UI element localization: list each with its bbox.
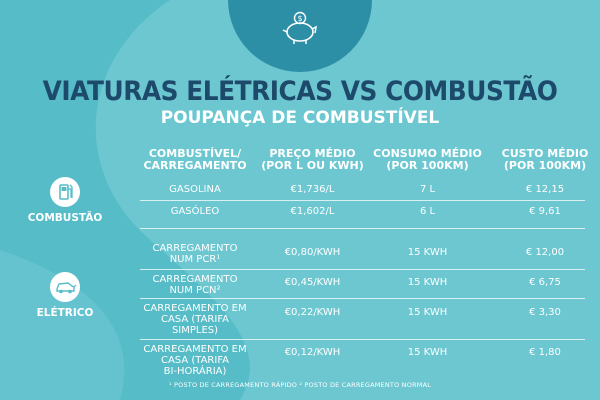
footnote: ¹ POSTO DE CARREGAMENTO RÁPIDO ² POSTO D… — [168, 381, 432, 389]
cost-cell: € 3,30 — [529, 307, 561, 318]
price-cell: €0,12/KWH — [284, 347, 341, 358]
fuel-cell: CARREGAMENTO NUM PCR¹ — [152, 243, 238, 265]
light-swirl-lower — [0, 250, 125, 400]
consumption-cell: 7 L — [419, 184, 436, 195]
header-fuel: COMBUSTÍVEL/CARREGAMENTO — [143, 147, 247, 172]
consumption-cell: 15 KWH — [407, 307, 448, 318]
price-cell: €1,736/L — [290, 184, 335, 195]
fuel-cell: CARREGAMENTO EM CASA (TARIFA SIMPLES) — [143, 303, 247, 336]
row-separator — [140, 269, 585, 270]
cost-cell: € 1,80 — [529, 347, 561, 358]
consumption-cell: 15 KWH — [407, 277, 448, 288]
consumption-cell: 15 KWH — [407, 347, 448, 358]
header-consumption: CONSUMO MÉDIO (POR 100KM) — [373, 147, 482, 172]
price-cell: €0,80/KWH — [284, 247, 341, 258]
cost-cell: € 9,61 — [529, 206, 561, 217]
page-subtitle: POUPANÇA DE COMBUSTÍVEL — [160, 108, 440, 128]
price-cell: €1,602/L — [290, 206, 335, 217]
section-separator — [140, 228, 585, 229]
fuel-cell: CARREGAMENTO EM CASA (TARIFA BI-HORÁRIA) — [143, 344, 247, 377]
dark-top-circle — [228, 0, 372, 72]
combustion-label: COMBUSTÃO — [27, 212, 103, 224]
fuel-cell: GASOLINA — [169, 184, 221, 195]
svg-text:$: $ — [297, 14, 302, 23]
cost-cell: € 6,75 — [529, 277, 561, 288]
consumption-cell: 6 L — [419, 206, 436, 217]
page-title: VIATURAS ELÉTRICAS VS COMBUSTÃO — [42, 76, 558, 107]
header-price: PREÇO MÉDIO (POR L OU KWH) — [261, 147, 364, 172]
row-separator — [140, 200, 585, 201]
price-cell: €0,22/KWH — [284, 307, 341, 318]
fuel-cell: CARREGAMENTO NUM PCN² — [152, 274, 238, 296]
electric-car-icon — [56, 282, 77, 294]
electric-label: ELÉTRICO — [36, 307, 94, 319]
cost-cell: € 12,00 — [525, 247, 565, 258]
cost-cell: € 12,15 — [525, 184, 565, 195]
fuel-pump-icon — [59, 184, 73, 200]
consumption-cell: 15 KWH — [407, 247, 448, 258]
piggy-bank-icon: $ — [282, 11, 317, 44]
combustion-category — [50, 177, 80, 207]
fuel-cell: GASÓLEO — [170, 206, 220, 217]
row-separator — [140, 339, 585, 340]
row-separator — [140, 298, 585, 299]
electric-category — [50, 272, 80, 302]
header-cost: CUSTO MÉDIO (POR 100KM) — [501, 147, 589, 172]
price-cell: €0,45/KWH — [284, 277, 341, 288]
